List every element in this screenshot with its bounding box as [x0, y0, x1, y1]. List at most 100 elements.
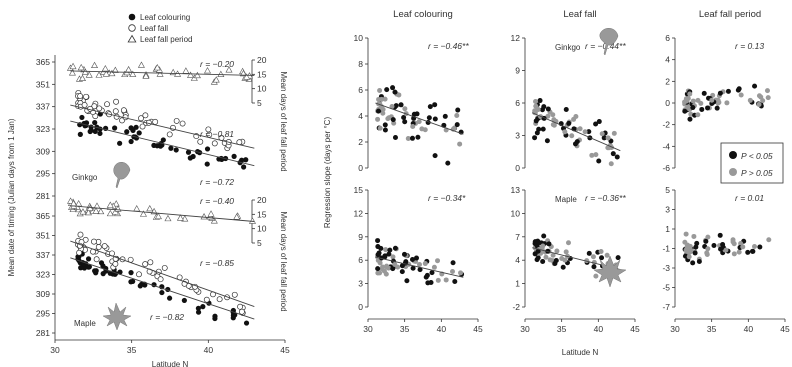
- data-point-not-significant: [590, 254, 596, 260]
- data-point-leaf-colouring: [241, 164, 247, 170]
- data-point-significant: [401, 251, 407, 257]
- y-tick-label: 351: [36, 231, 50, 241]
- data-point-not-significant: [686, 244, 692, 250]
- data-point-not-significant: [540, 243, 546, 249]
- data-point-leaf-fall-period: [78, 74, 86, 82]
- y-tick-label: 2: [665, 76, 670, 86]
- data-point-not-significant: [422, 261, 428, 267]
- data-point-leaf-fall-period: [77, 63, 85, 71]
- data-point-not-significant: [686, 254, 692, 260]
- data-point-leaf-colouring: [168, 145, 174, 151]
- left-y-axis-label: Mean date of timing (Julian days from 1 …: [7, 118, 16, 276]
- data-point-not-significant: [380, 264, 386, 270]
- data-point-significant: [375, 238, 381, 244]
- data-point-significant: [535, 255, 541, 261]
- legend-label-leaf-fall: Leaf fall: [140, 24, 168, 33]
- data-point-leaf-fall-period: [137, 61, 145, 68]
- y-tick-label: 337: [36, 250, 50, 260]
- correlation-label: r = −0.46**: [428, 41, 469, 51]
- y-tick-label: 365: [36, 57, 50, 67]
- correlation-label: r = 0.13: [735, 41, 764, 51]
- data-point-significant: [452, 278, 458, 284]
- data-point-not-significant: [377, 270, 383, 276]
- x-tick-label: 30: [363, 324, 373, 334]
- data-point-leaf-fall-period: [75, 200, 83, 207]
- data-point-significant: [445, 160, 451, 166]
- data-point-leaf-fall: [104, 101, 110, 108]
- correlation-label: r = 0.01: [735, 193, 764, 203]
- data-point-significant: [532, 135, 538, 141]
- data-point-leaf-fall-period: [79, 208, 87, 215]
- data-point-leaf-fall: [173, 117, 180, 124]
- data-point-leaf-fall: [238, 308, 245, 315]
- data-point-not-significant: [533, 99, 539, 105]
- data-point-significant: [537, 98, 543, 104]
- data-point-not-significant: [705, 246, 711, 252]
- data-point-not-significant: [375, 116, 381, 122]
- data-point-not-significant: [740, 244, 746, 250]
- data-point-leaf-fall-period: [129, 70, 137, 77]
- data-point-leaf-fall-period: [112, 200, 120, 207]
- data-point-significant: [404, 278, 410, 284]
- y-tick-label: -2: [662, 120, 670, 130]
- data-point-significant: [450, 260, 456, 266]
- data-point-leaf-fall: [203, 296, 210, 303]
- data-point-not-significant: [730, 239, 736, 245]
- data-point-leaf-fall: [112, 260, 119, 267]
- right-panels: Leaf colouring Leaf fall Leaf fall period R…: [323, 9, 790, 357]
- data-point-significant: [536, 240, 542, 246]
- data-point-not-significant: [608, 161, 614, 167]
- right-tick-label: 15: [257, 69, 267, 79]
- data-point-leaf-colouring: [173, 147, 179, 153]
- data-point-significant: [553, 257, 559, 263]
- data-point-significant: [596, 158, 602, 164]
- data-point-significant: [415, 134, 421, 140]
- data-point-significant: [425, 280, 431, 286]
- data-point-leaf-fall: [197, 138, 204, 145]
- y-tick-label: 7: [515, 232, 520, 242]
- data-point-not-significant: [435, 277, 441, 283]
- data-point-leaf-colouring: [124, 129, 130, 135]
- data-point-leaf-fall-period: [106, 201, 114, 208]
- data-point-leaf-fall-period: [146, 204, 154, 212]
- regression-line-leaf-colouring: [70, 257, 255, 320]
- data-point-significant: [409, 135, 415, 141]
- data-point-leaf-colouring: [137, 283, 143, 289]
- data-point-not-significant: [691, 233, 697, 239]
- species-label: Maple: [74, 319, 96, 328]
- data-point-leaf-colouring: [87, 128, 93, 135]
- data-point-leaf-fall: [157, 276, 164, 283]
- data-point-not-significant: [389, 104, 395, 110]
- y-tick-label: 9: [515, 66, 520, 76]
- y-tick-label: 281: [36, 328, 50, 338]
- significance-label-not-significant: P > 0.05: [741, 168, 773, 178]
- y-tick-label: 337: [36, 102, 50, 112]
- data-point-leaf-fall-period: [101, 65, 109, 72]
- x-tick-label: 30: [520, 324, 530, 334]
- data-point-not-significant: [764, 88, 770, 94]
- x-tick-label: 45: [780, 324, 790, 334]
- data-point-significant: [393, 103, 399, 109]
- data-point-significant: [540, 126, 546, 132]
- correlation-label: r = −0.82: [150, 312, 184, 322]
- data-point-not-significant: [380, 110, 386, 116]
- data-point-not-significant: [565, 240, 571, 246]
- data-point-not-significant: [738, 92, 744, 98]
- y-tick-label: 295: [36, 169, 50, 179]
- data-point-leaf-colouring: [239, 157, 245, 163]
- data-point-not-significant: [562, 129, 568, 135]
- data-point-significant: [386, 251, 392, 257]
- data-point-leaf-colouring: [231, 153, 237, 159]
- data-point-significant: [711, 242, 717, 248]
- y-tick-label: -5: [662, 283, 670, 293]
- data-point-leaf-fall-period: [67, 197, 75, 204]
- data-point-not-significant: [377, 87, 383, 93]
- data-point-not-significant: [422, 127, 428, 133]
- data-point-not-significant: [688, 111, 694, 117]
- data-point-not-significant: [736, 249, 742, 255]
- legend-marker-leaf-fall-period: [127, 34, 137, 43]
- data-point-leaf-fall: [138, 115, 144, 122]
- data-point-significant: [725, 88, 731, 94]
- x-tick-label: 35: [400, 324, 410, 334]
- data-point-not-significant: [417, 261, 423, 267]
